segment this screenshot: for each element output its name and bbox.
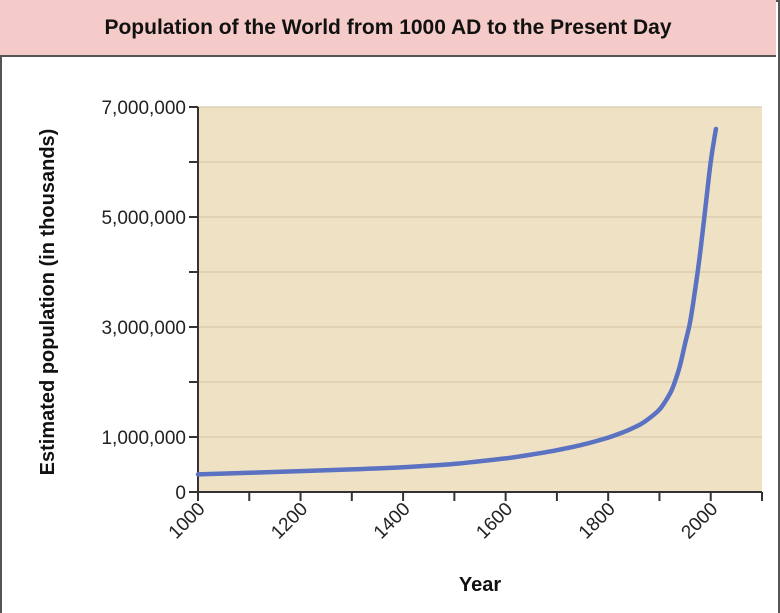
x-tick-label: 1000: [165, 499, 210, 544]
x-axis-title: Year: [459, 574, 501, 596]
y-tick-label: 5,000,000: [101, 208, 186, 229]
title-bar: Population of the World from 1000 AD to …: [0, 0, 776, 57]
x-tick-label: 1400: [370, 499, 415, 544]
x-tick-label: 1800: [575, 499, 620, 544]
y-tick-label: 3,000,000: [101, 318, 186, 339]
y-tick-label: 7,000,000: [101, 98, 186, 119]
population-line: [195, 126, 719, 477]
chart-title: Population of the World from 1000 AD to …: [104, 15, 672, 39]
y-tick-label: 1,000,000: [101, 428, 186, 449]
x-tick-label: 1600: [472, 499, 517, 544]
plot-background: [198, 107, 762, 492]
y-tick-label: 0: [175, 483, 186, 504]
x-tick-label: 1200: [267, 499, 312, 544]
y-axis-title: Estimated population (in thousands): [37, 129, 59, 476]
x-tick-label: 2000: [678, 499, 723, 544]
